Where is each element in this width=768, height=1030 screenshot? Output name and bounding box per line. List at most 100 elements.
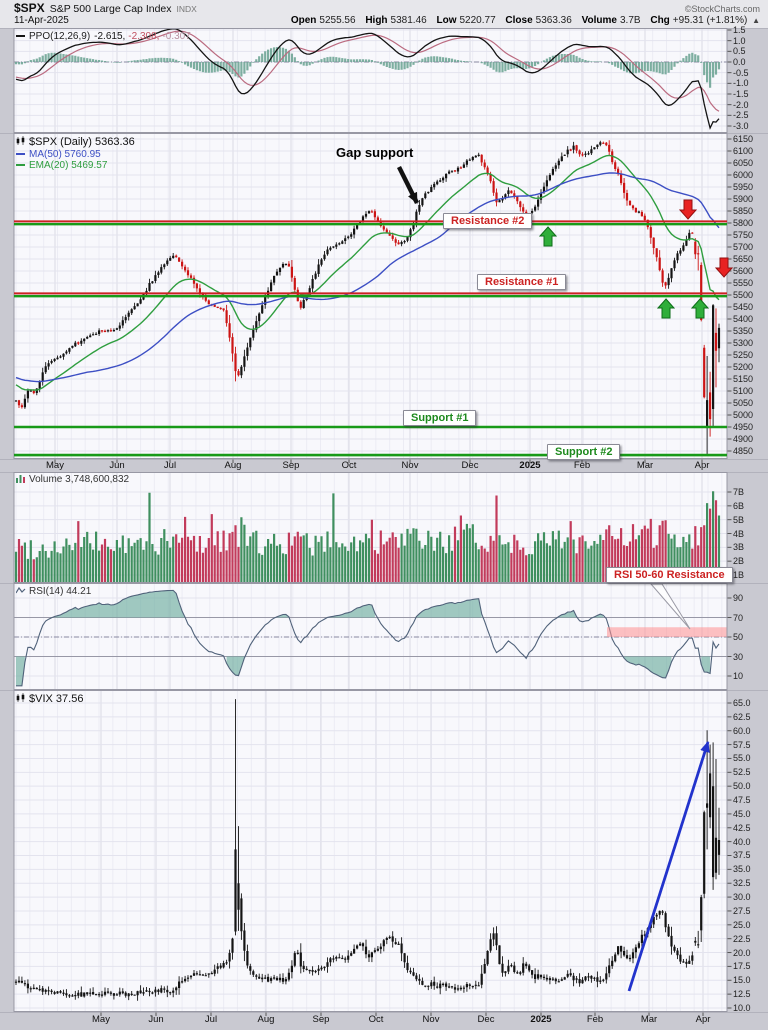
exchange-tag: INDX: [176, 4, 197, 14]
y-axis-tick: 5900: [733, 194, 754, 204]
y-axis-tick: 5300: [733, 338, 754, 348]
low-label: Low: [436, 15, 457, 26]
down-arrow-marker: [678, 199, 698, 220]
y-axis-tick: 4950: [733, 422, 754, 432]
volume-value: 3.7B: [619, 15, 641, 26]
y-axis-tick: 52.5: [733, 767, 751, 778]
ppo-signal-value: -2.308,: [128, 31, 160, 42]
y-axis-tick: 50: [733, 632, 744, 642]
y-axis-tick: 10.0: [733, 1002, 751, 1013]
month-label: Jul: [163, 460, 177, 471]
month-label: 2025: [519, 460, 541, 471]
y-axis-tick: 1B: [733, 570, 745, 580]
ema20-label: EMA(20) 5469.57: [29, 160, 108, 171]
price-legend: $SPX (Daily) 5363.36: [16, 136, 135, 149]
y-axis-tick: 15.0: [733, 975, 751, 986]
y-axis-tick: -2.0: [733, 99, 749, 110]
y-axis-tick: 5850: [733, 206, 754, 216]
y-axis-tick: 5250: [733, 350, 754, 360]
y-axis-tick: 7B: [733, 487, 745, 497]
header-row-1: $SPX S&P 500 Large Cap Index INDX ©Stock…: [14, 1, 760, 15]
y-axis-tick: -3.0: [733, 120, 749, 131]
vix-title: $VIX 37.56: [29, 693, 84, 705]
y-axis-tick: 57.5: [733, 739, 751, 750]
month-label: Oct: [368, 1014, 384, 1025]
y-axis-tick: 12.5: [733, 989, 751, 1000]
quote-strip: Open 5255.56 High 5381.46 Low 5220.77 Close…: [284, 15, 760, 26]
y-axis-tick: 40.0: [733, 836, 751, 847]
month-label: May: [46, 460, 64, 471]
y-axis-tick: 70: [733, 612, 744, 623]
y-axis-tick: 2B: [733, 556, 745, 567]
ppo-swatch-icon: [16, 35, 25, 38]
rsi-title: RSI(14) 44.21: [29, 586, 92, 597]
y-axis-tick: 5600: [733, 266, 754, 276]
volume-label: Volume: [581, 15, 617, 26]
y-axis-tick: 1.0: [733, 35, 746, 46]
y-axis-tick: 4850: [733, 446, 754, 456]
y-axis-tick: 4B: [733, 528, 745, 539]
y-axis-tick: 6100: [733, 146, 754, 156]
chg-label: Chg: [650, 15, 670, 26]
y-axis-tick: 5550: [733, 278, 754, 288]
y-axis-tick: 42.5: [733, 822, 751, 833]
y-axis-tick: -0.5: [733, 67, 749, 78]
chart-date: 11-Apr-2025: [14, 15, 69, 26]
month-label: Dec: [461, 460, 479, 471]
symbol: $SPX: [14, 1, 45, 15]
ppo-hist-value: -0.307: [162, 31, 191, 42]
y-axis-tick: 5500: [733, 290, 754, 300]
y-axis-tick: 45.0: [733, 808, 751, 819]
y-axis-tick: 27.5: [733, 905, 751, 916]
y-axis-tick: 60.0: [733, 725, 751, 736]
ma50-label: MA(50) 5760.95: [29, 149, 101, 160]
index-name: S&P 500 Large Cap Index: [49, 3, 172, 15]
y-axis-tick: 47.5: [733, 795, 751, 806]
month-label: Nov: [422, 1014, 440, 1025]
rsi-wave-icon: [15, 586, 26, 599]
month-label: May: [92, 1014, 110, 1025]
y-axis-tick: 62.5: [733, 711, 751, 722]
y-axis-tick: 5350: [733, 326, 754, 336]
open-label: Open: [290, 15, 317, 26]
ppo-label: PPO(12,26,9): [29, 31, 91, 42]
open-value: 5255.56: [319, 15, 356, 26]
y-axis-tick: 35.0: [733, 864, 751, 875]
rsi-legend: RSI(14) 44.21: [15, 586, 92, 599]
y-axis-tick: 5100: [733, 386, 754, 396]
y-axis-tick: 32.5: [733, 878, 751, 889]
y-axis-tick: 5450: [733, 302, 754, 312]
header-row-2: 11-Apr-2025 Open 5255.56 High 5381.46 Low 5…: [14, 15, 760, 26]
y-axis-tick: 4900: [733, 434, 754, 444]
y-axis-tick: 37.5: [733, 850, 751, 861]
up-arrow-marker: [690, 298, 710, 319]
month-label: Nov: [401, 460, 419, 471]
month-label: Jun: [109, 460, 125, 471]
y-axis-tick: 30.0: [733, 892, 751, 903]
ppo-value: -2.615,: [94, 31, 126, 42]
up-arrow-marker: [656, 298, 676, 319]
volume-bars-icon: [16, 474, 26, 487]
y-axis-tick: 25.0: [733, 919, 751, 930]
y-axis-tick: 10: [733, 671, 744, 681]
y-axis-tick: 1.5: [733, 25, 746, 35]
y-axis-tick: 5B: [733, 514, 745, 525]
ma50-legend: MA(50) 5760.95: [16, 149, 101, 161]
close-value: 5363.36: [535, 15, 572, 26]
y-axis-tick: -1.0: [733, 78, 749, 89]
month-label: Jul: [204, 1014, 218, 1025]
month-label: Mar: [640, 1014, 658, 1025]
volume-title: Volume 3,748,600,832: [29, 474, 130, 485]
month-label: Apr: [694, 460, 710, 471]
ema20-swatch-icon: [16, 164, 25, 167]
y-axis-tick: 90: [733, 593, 744, 603]
y-axis-tick: 5000: [733, 410, 754, 420]
y-axis-tick: 50.0: [733, 781, 751, 792]
y-axis-tick: 20.0: [733, 947, 751, 958]
month-label: 2025: [530, 1014, 552, 1025]
watermark: ©StockCharts.com: [684, 4, 760, 14]
y-axis-tick: 17.5: [733, 961, 751, 972]
month-label: Sep: [312, 1014, 330, 1025]
